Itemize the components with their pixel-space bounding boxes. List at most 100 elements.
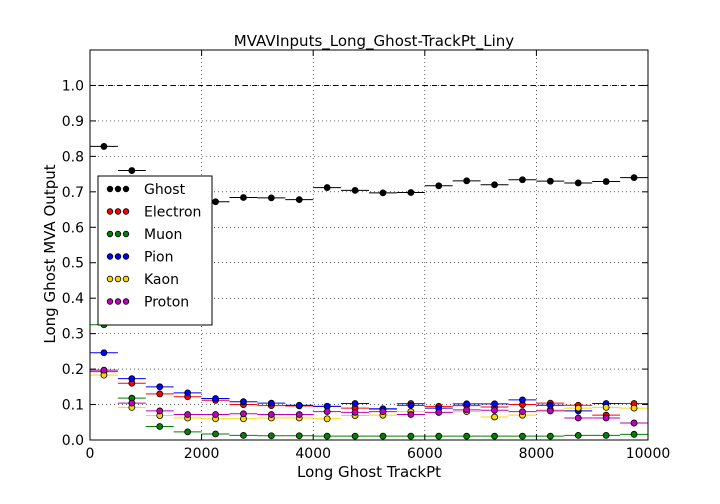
- series-pion: [90, 349, 648, 427]
- data-point: [184, 428, 192, 436]
- data-point: [267, 194, 275, 202]
- data-point: [184, 389, 192, 397]
- x-tick-label: 6000: [407, 446, 443, 462]
- data-point: [240, 431, 247, 439]
- data-point: [491, 406, 498, 414]
- data-point: [407, 411, 415, 418]
- series-proton: [90, 366, 648, 427]
- legend-marker: [106, 253, 114, 260]
- legend-label: Kaon: [144, 272, 179, 288]
- x-axis-label: Long Ghost TrackPt: [297, 463, 441, 481]
- data-point: [463, 432, 471, 440]
- data-point: [602, 431, 610, 439]
- data-point: [463, 400, 471, 408]
- data-point: [323, 415, 331, 423]
- legend-marker: [122, 230, 130, 238]
- data-point: [323, 432, 331, 440]
- data-point: [602, 178, 610, 185]
- data-point: [295, 196, 303, 204]
- legend-marker: [122, 275, 130, 283]
- data-point: [212, 411, 219, 418]
- series-muon: [90, 321, 648, 440]
- legend-marker: [114, 185, 122, 193]
- legend-marker: [114, 275, 122, 283]
- data-point: [156, 383, 164, 391]
- data-point: [574, 431, 582, 439]
- data-point: [351, 408, 359, 416]
- data-point: [156, 423, 164, 430]
- legend-marker: [106, 185, 114, 193]
- legend-entry: Pion: [106, 250, 173, 266]
- data-point: [323, 408, 331, 416]
- legend-label: Muon: [144, 227, 182, 243]
- data-point: [491, 413, 498, 421]
- legend-label: Proton: [144, 295, 189, 311]
- data-point: [463, 177, 471, 185]
- legend-label: Electron: [144, 205, 201, 221]
- y-tick-label: 0.5: [62, 256, 84, 272]
- x-tick-label: 0: [86, 446, 95, 462]
- data-point: [379, 189, 387, 197]
- y-tick-label: 0.0: [62, 433, 84, 449]
- data-point: [630, 174, 638, 182]
- data-point: [351, 432, 359, 440]
- series-group: [90, 143, 648, 440]
- y-axis-label: Long Ghost MVA Output: [41, 164, 59, 343]
- data-point: [435, 182, 443, 190]
- data-point: [407, 189, 415, 196]
- data-point: [519, 396, 526, 404]
- data-point: [519, 432, 526, 440]
- legend-marker: [122, 185, 130, 193]
- y-tick-label: 0.2: [62, 362, 84, 378]
- data-point: [491, 432, 498, 440]
- data-point: [100, 349, 108, 357]
- data-point: [323, 184, 331, 191]
- legend-marker: [106, 298, 114, 305]
- chart-title: MVAVInputs_Long_Ghost-TrackPt_Liny: [234, 32, 515, 51]
- data-point: [407, 401, 415, 409]
- data-point: [212, 395, 219, 402]
- data-point: [295, 432, 303, 440]
- data-point: [212, 198, 219, 206]
- data-point: [295, 411, 303, 418]
- legend-marker: [114, 253, 122, 260]
- y-tick-label: 0.7: [62, 185, 84, 201]
- data-point: [491, 181, 498, 189]
- legend: Ghost Electron Muon Pion Kaon Proton: [97, 175, 213, 326]
- y-tick-label: 0.1: [62, 398, 84, 414]
- legend-entry: Proton: [106, 295, 189, 311]
- data-point: [491, 400, 498, 408]
- data-point: [267, 432, 275, 440]
- data-point: [240, 194, 247, 201]
- y-tick-label: 0.3: [62, 327, 84, 343]
- legend-marker: [114, 230, 122, 238]
- x-tick-label: 8000: [519, 446, 555, 462]
- data-point: [602, 403, 610, 411]
- data-point: [630, 419, 638, 427]
- legend-marker: [106, 275, 114, 283]
- data-point: [240, 398, 247, 406]
- legend-entry: Muon: [106, 227, 182, 243]
- y-tick-label: 0.4: [62, 291, 84, 307]
- data-point: [463, 406, 471, 414]
- legend-marker: [122, 208, 130, 215]
- data-point: [630, 404, 638, 412]
- y-tick-label: 0.6: [62, 220, 84, 236]
- data-point: [128, 167, 136, 174]
- data-point: [574, 179, 582, 187]
- data-point: [519, 176, 526, 184]
- data-point: [546, 177, 554, 185]
- axis-ticks: 0 2000 4000 6000 8000 10000 0.0 0.1 0.2 0.3 0.4 0.5…: [62, 50, 670, 462]
- data-point: [267, 411, 275, 418]
- data-point: [574, 404, 582, 412]
- data-point: [435, 432, 443, 440]
- y-tick-label: 1.0: [62, 78, 84, 94]
- y-tick-label: 0.9: [62, 114, 84, 130]
- data-point: [519, 408, 526, 416]
- data-point: [295, 401, 303, 409]
- data-point: [351, 400, 359, 407]
- x-tick-label: 2000: [184, 446, 220, 462]
- legend-marker: [106, 230, 114, 238]
- data-point: [630, 430, 638, 438]
